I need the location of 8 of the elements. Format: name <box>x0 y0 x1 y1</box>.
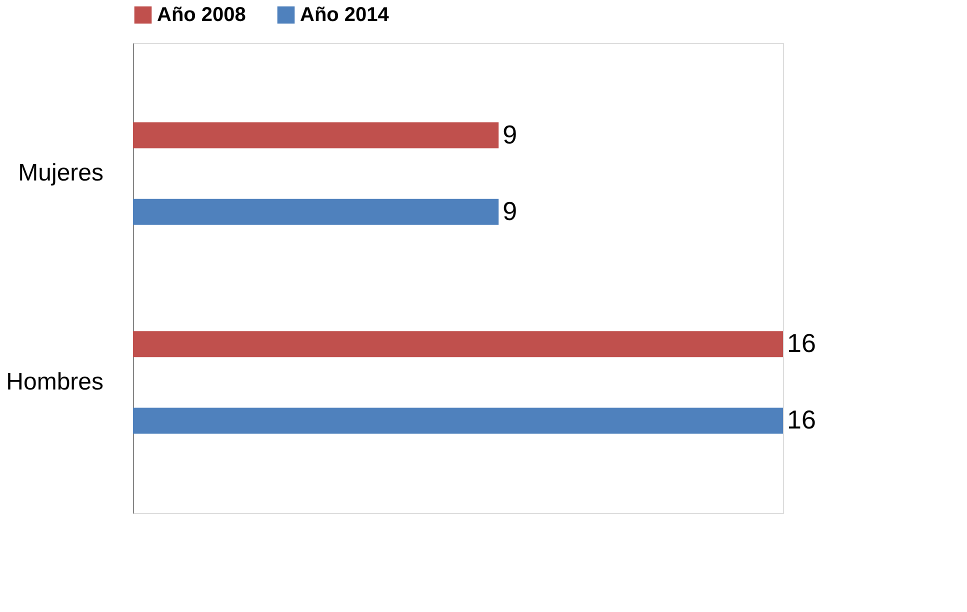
data-label: 9 <box>502 119 518 150</box>
legend-label: Año 2008 <box>157 4 246 26</box>
data-label: 16 <box>787 328 816 358</box>
data-label: 16 <box>787 404 816 435</box>
data-label: 9 <box>502 196 518 226</box>
legend-label: Año 2014 <box>300 4 390 26</box>
y-tick-label: Mujeres <box>18 160 104 187</box>
y-tick-label: Hombres <box>6 368 104 396</box>
